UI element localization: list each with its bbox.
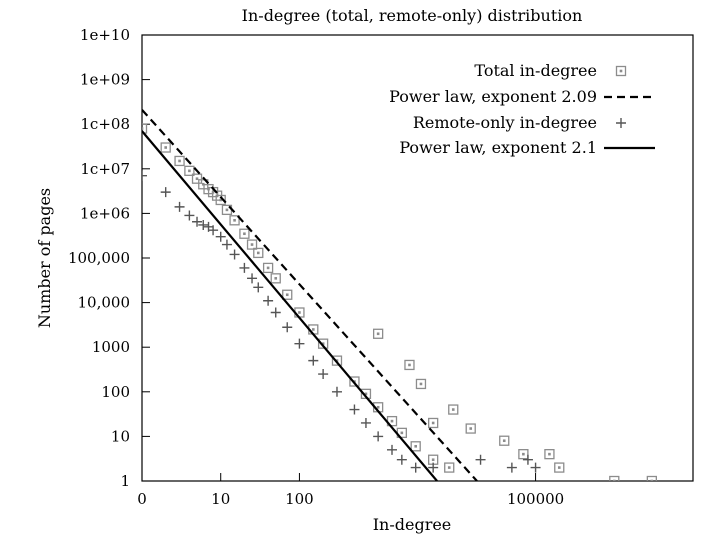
total-indegree-point bbox=[609, 475, 620, 481]
total-indegree-point bbox=[270, 273, 281, 284]
legend-label: Total in-degree bbox=[474, 61, 597, 80]
y-tick-label: 1e+10 bbox=[80, 26, 130, 44]
x-axis-ticks: 0 10 100 100000 bbox=[137, 473, 564, 508]
y-tick-label: 1000 bbox=[92, 338, 130, 356]
total-indegree-point bbox=[518, 448, 529, 460]
x-axis-title: In-degree bbox=[373, 515, 452, 534]
total-indegree-point bbox=[331, 355, 343, 366]
total-indegree-point bbox=[465, 423, 476, 434]
legend-label: Remote-only in-degree bbox=[413, 113, 597, 132]
remote-only-indegree-point bbox=[263, 295, 274, 306]
series-layer bbox=[142, 109, 657, 481]
total-indegree-point bbox=[184, 165, 195, 176]
y-tick-label: 100 bbox=[101, 383, 130, 401]
total-indegree-point bbox=[262, 262, 274, 274]
x-tick-label: 10 bbox=[211, 490, 230, 508]
total-indegree-point bbox=[544, 448, 555, 460]
remote-only-indegree-point bbox=[160, 187, 171, 198]
remote-only-indegree-point bbox=[331, 386, 342, 397]
remote-only-indegree-point bbox=[253, 282, 264, 293]
y-tick-label: 1e+06 bbox=[80, 204, 130, 222]
remote-only-indegree-point bbox=[229, 249, 240, 260]
x-tick-label: 100000 bbox=[507, 490, 564, 508]
total-indegree-point bbox=[191, 173, 203, 184]
y-tick-label: 1e+09 bbox=[80, 71, 130, 89]
y-tick-label: 1c+07 bbox=[80, 160, 130, 178]
remote-only-indegree-point bbox=[308, 355, 319, 366]
remote-only-indegree-point bbox=[142, 170, 147, 181]
remote-only-indegree-point bbox=[522, 454, 533, 465]
y-axis-ticks: 1 10 100 1000 10,000 100,000 1e+06 1c+07 1c+08 1e… bbox=[68, 26, 150, 490]
total-indegree-point bbox=[404, 359, 415, 371]
total-indegree-point bbox=[444, 462, 455, 473]
remote-only-indegree-point bbox=[530, 462, 541, 473]
total-indegree-series bbox=[142, 123, 657, 481]
remote-only-indegree-point bbox=[387, 444, 398, 455]
total-indegree-point bbox=[317, 338, 329, 349]
total-indegree-point bbox=[215, 194, 226, 206]
total-indegree-point bbox=[646, 475, 657, 481]
total-indegree-point bbox=[142, 123, 148, 134]
y-tick-label: 1c+08 bbox=[80, 115, 130, 133]
total-indegree-point bbox=[239, 228, 250, 239]
y-tick-label: 10 bbox=[111, 427, 130, 445]
y-axis-title: Number of pages bbox=[35, 188, 54, 328]
total-indegree-point bbox=[372, 328, 384, 339]
legend-plus-marker bbox=[616, 118, 626, 128]
x-tick-label: 0 bbox=[137, 490, 147, 508]
legend-label: Power law, exponent 2.09 bbox=[389, 87, 597, 106]
total-indegree-point bbox=[253, 247, 264, 259]
remote-only-indegree-point bbox=[239, 262, 250, 273]
remote-only-indegree-point bbox=[221, 239, 232, 250]
total-indegree-point bbox=[246, 239, 258, 250]
remote-only-indegree-point bbox=[215, 231, 226, 242]
total-indegree-point bbox=[415, 378, 427, 390]
x-tick-label: 100 bbox=[285, 490, 314, 508]
remote-only-indegree-point bbox=[208, 225, 219, 236]
remote-only-indegree-point bbox=[373, 431, 384, 442]
remote-only-indegree-point bbox=[198, 219, 209, 230]
y-tick-label: 100,000 bbox=[68, 249, 130, 267]
remote-only-indegree-point bbox=[396, 454, 407, 465]
remote-only-indegree-point bbox=[506, 462, 517, 473]
remote-only-indegree-point bbox=[270, 307, 281, 318]
remote-only-indegree-point bbox=[192, 216, 203, 227]
legend-label: Power law, exponent 2.1 bbox=[399, 138, 597, 157]
power-law-2-1-line bbox=[142, 130, 438, 481]
remote-only-indegree-series bbox=[142, 170, 541, 473]
remote-only-indegree-point bbox=[428, 462, 439, 473]
remote-only-indegree-point bbox=[184, 210, 195, 221]
remote-only-indegree-point bbox=[282, 322, 293, 333]
total-indegree-point bbox=[428, 417, 439, 429]
y-tick-label: 10,000 bbox=[78, 294, 131, 312]
legend-square-marker bbox=[615, 65, 627, 77]
remote-only-indegree-point bbox=[174, 201, 185, 212]
total-indegree-point bbox=[448, 404, 459, 415]
total-indegree-point bbox=[499, 435, 510, 446]
remote-only-indegree-point bbox=[410, 462, 421, 473]
total-indegree-point bbox=[174, 155, 185, 167]
remote-only-indegree-point bbox=[475, 454, 486, 465]
chart-title: In-degree (total, remote-only) distribut… bbox=[242, 6, 583, 25]
total-indegree-point bbox=[282, 289, 293, 300]
remote-only-indegree-point bbox=[247, 273, 258, 284]
power-law-2-09-line bbox=[142, 109, 478, 481]
total-indegree-point bbox=[160, 142, 171, 153]
total-indegree-point bbox=[229, 215, 240, 226]
remote-only-indegree-point bbox=[294, 338, 305, 349]
total-indegree-point bbox=[554, 462, 565, 473]
remote-only-indegree-point bbox=[349, 404, 360, 415]
total-indegree-point bbox=[410, 441, 421, 452]
remote-only-indegree-point bbox=[318, 369, 329, 380]
y-tick-label: 1 bbox=[120, 472, 130, 490]
remote-only-indegree-point bbox=[360, 417, 371, 428]
legend: Total in-degree Power law, exponent 2.09 R… bbox=[389, 61, 655, 157]
